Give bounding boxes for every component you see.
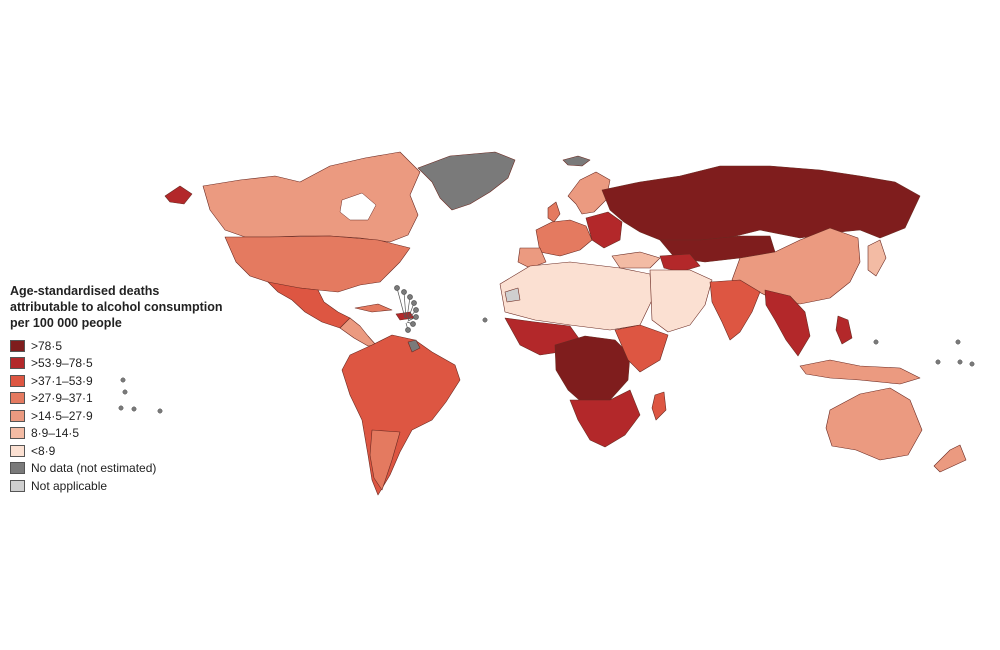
legend-label: Not applicable: [31, 478, 108, 493]
legend-label: >37·1–53·9: [31, 373, 93, 388]
region-japan: [867, 239, 887, 277]
region-new-zealand: [933, 444, 967, 473]
legend-swatch: [10, 479, 25, 492]
legend-title: Age-standardised deaths attributable to …: [10, 283, 260, 331]
legend-item: >53·9–78·5: [10, 355, 260, 373]
region-central-africa: [554, 335, 631, 406]
legend-swatch: [10, 409, 25, 422]
legend-item: >14·5–27·9: [10, 407, 260, 425]
region-turkey: [611, 251, 661, 269]
legend-swatch: [10, 357, 25, 370]
region-caucasus: [659, 253, 701, 273]
map-legend: Age-standardised deaths attributable to …: [10, 283, 260, 495]
legend-swatch: [10, 444, 25, 457]
region-indonesia: [799, 359, 921, 385]
region-middle-east: [649, 269, 713, 333]
legend-swatch: [10, 392, 25, 405]
legend-label: >53·9–78·5: [31, 356, 93, 371]
region-usa: [224, 235, 411, 293]
region-north-africa: [499, 261, 653, 331]
legend-item: Not applicable: [10, 477, 260, 495]
region-guianas: [407, 339, 421, 353]
legend-item: >78·5: [10, 337, 260, 355]
region-iceland: [562, 155, 591, 167]
region-cuba: [354, 303, 393, 313]
legend-title-line-2: attributable to alcohol consumption: [10, 300, 223, 314]
pacific-island-dots: [118, 317, 975, 414]
legend-title-line-3: per 100 000 people: [10, 316, 122, 330]
region-russia: [601, 165, 921, 243]
legend-swatch: [10, 462, 25, 475]
region-uk: [547, 201, 561, 223]
legend-item: No data (not estimated): [10, 460, 260, 478]
region-greenland: [417, 151, 516, 211]
hudson-bay: [339, 192, 377, 221]
region-south-america: [341, 334, 461, 496]
region-philippines: [835, 315, 853, 345]
region-alaska: [164, 185, 193, 205]
legend-label: 8·9–14·5: [31, 426, 80, 441]
legend-swatch: [10, 339, 25, 352]
region-central-america: [339, 317, 377, 347]
region-canada: [202, 151, 421, 243]
legend-item: >37·1–53·9: [10, 372, 260, 390]
legend-label: <8·9: [31, 443, 56, 458]
legend-item: <8·9: [10, 442, 260, 460]
region-australia: [825, 387, 923, 461]
legend-swatch: [10, 374, 25, 387]
region-madagascar: [651, 391, 667, 421]
caribbean-callouts: [394, 285, 419, 333]
legend-title-line-1: Age-standardised deaths: [10, 284, 160, 298]
legend-label: >27·9–37·1: [31, 391, 93, 406]
region-southern-cone: [369, 429, 401, 491]
region-india: [709, 279, 761, 341]
legend-label: >14·5–27·9: [31, 408, 93, 423]
region-western-europe: [535, 219, 593, 257]
legend-item: >27·9–37·1: [10, 390, 260, 408]
legend-label: No data (not estimated): [31, 461, 157, 476]
region-southern-africa: [569, 389, 641, 448]
region-western-sahara: [504, 287, 521, 303]
region-eastern-europe: [585, 211, 623, 249]
region-east-africa: [614, 324, 669, 373]
legend-item: 8·9–14·5: [10, 425, 260, 443]
legend-label: >78·5: [31, 338, 63, 353]
legend-items: >78·5 >53·9–78·5 >37·1–53·9 >27·9–37·1 >14·5…: [10, 337, 260, 495]
legend-swatch: [10, 427, 25, 440]
region-southeast-asia: [764, 289, 811, 357]
